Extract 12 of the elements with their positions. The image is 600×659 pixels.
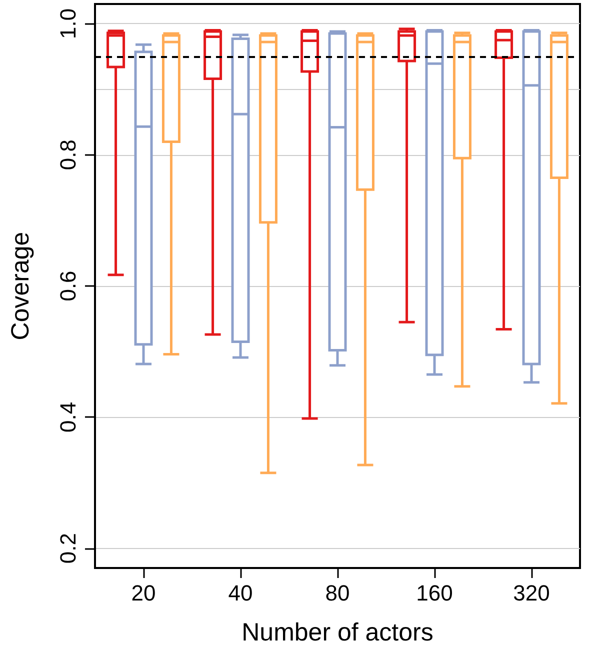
x-tick-label: 320	[513, 580, 550, 606]
x-tick-label: 160	[416, 580, 453, 606]
y-tick-label: 1.0	[56, 8, 80, 39]
y-axis-title: Coverage	[6, 232, 34, 340]
x-tick-label: 20	[131, 580, 156, 606]
x-axis-title: Number of actors	[242, 618, 434, 646]
y-tick-label: 0.6	[56, 270, 80, 302]
y-tick-label: 0.8	[56, 140, 80, 170]
y-tick-label: 0.2	[56, 533, 80, 564]
y-tick-label: 0.4	[56, 402, 80, 432]
x-tick-label: 80	[325, 580, 350, 606]
x-tick-label: 40	[228, 580, 253, 606]
